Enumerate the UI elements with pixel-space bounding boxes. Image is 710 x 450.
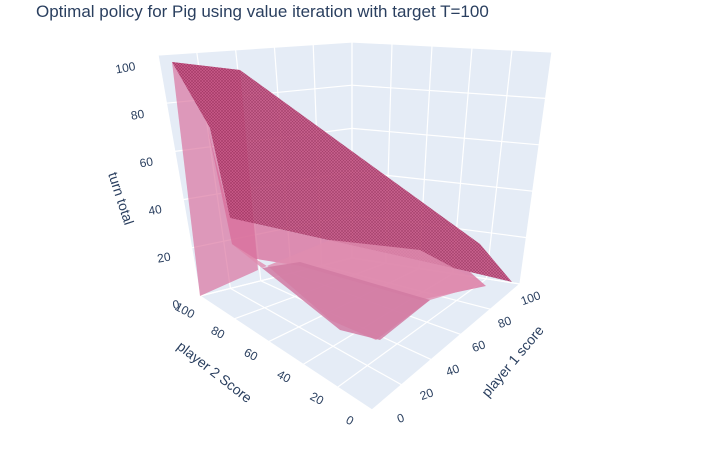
z-tick-label: 0 (172, 297, 181, 312)
z-axis-title: turn total (105, 170, 137, 227)
x-tick-label: 0 (395, 410, 406, 426)
top-surface (172, 62, 512, 282)
z-tick-label: 80 (130, 107, 146, 123)
y-tick-label: 20 (308, 389, 327, 408)
z-tick-label: 20 (156, 250, 172, 266)
z-tick-label: 40 (147, 202, 163, 218)
y-tick-label: 60 (242, 345, 261, 364)
mid-surface (208, 130, 486, 300)
y-tick-label: 0 (344, 413, 357, 429)
x-tick-label: 60 (470, 337, 488, 355)
y-tick-label: 40 (275, 367, 294, 386)
x-axis-ticks: 0 20 40 60 80 100 (395, 288, 543, 426)
z-axis-ticks: 0 20 40 60 80 100 (114, 59, 180, 312)
x-tick-label: 80 (496, 313, 514, 331)
chart-title: Optimal policy for Pig using value itera… (36, 2, 489, 21)
z-tick-label: 60 (139, 154, 155, 170)
z-tick-label: 100 (114, 59, 136, 76)
bottom-surface (262, 262, 430, 340)
x-tick-label: 20 (418, 385, 436, 403)
x-axis-title: player 1 score (478, 322, 547, 400)
y-tick-label: 80 (209, 323, 228, 342)
y-axis-title: player 2 Score (174, 338, 255, 406)
x-tick-label: 40 (444, 361, 462, 379)
x-tick-label: 100 (519, 288, 543, 308)
